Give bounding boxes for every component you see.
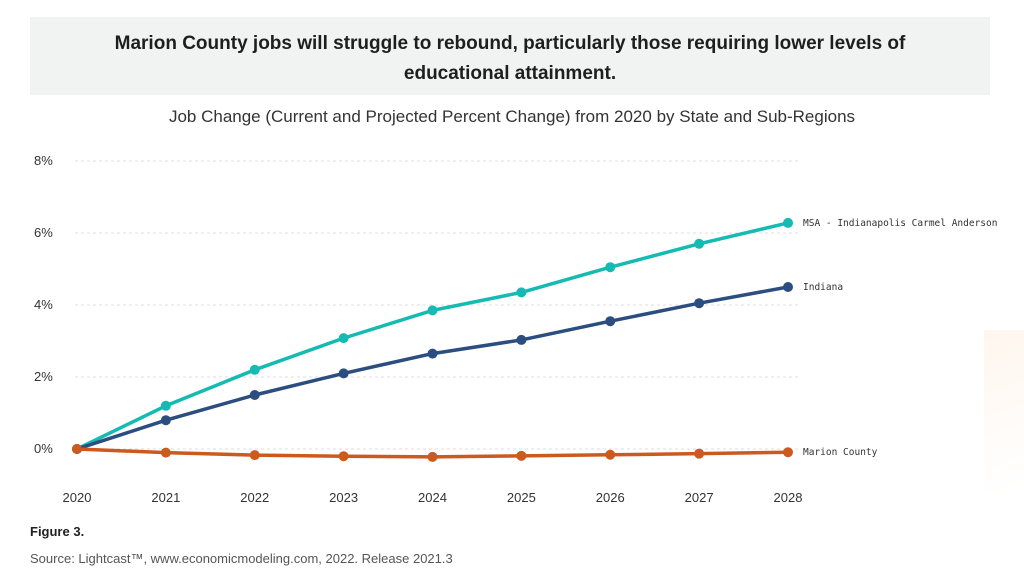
data-point <box>338 333 349 344</box>
y-tick-label: 8% <box>34 153 53 168</box>
headline-banner: Marion County jobs will struggle to rebo… <box>30 17 990 95</box>
x-tick-label: 2020 <box>63 490 92 505</box>
data-point <box>783 217 793 228</box>
data-point <box>694 238 705 249</box>
data-point <box>516 450 527 461</box>
series-label: MSA - Indianapolis Carmel Anderson <box>803 218 997 229</box>
data-point <box>249 390 260 400</box>
headline: Marion County jobs will struggle to rebo… <box>114 33 906 84</box>
data-point <box>338 368 349 379</box>
x-tick-label: 2028 <box>774 490 803 505</box>
data-point <box>160 400 171 411</box>
data-point <box>783 282 793 292</box>
x-tick-label: 2021 <box>151 490 180 505</box>
x-tick-label: 2022 <box>240 490 269 505</box>
line-chart: 0% 2% 4% 6% 8% 2020 2021 2022 2023 2024 2025 2026 20… <box>34 153 997 505</box>
y-tick-label: 6% <box>34 225 53 240</box>
x-tick-label: 2026 <box>596 490 625 505</box>
data-point <box>160 415 171 426</box>
data-point <box>605 449 616 460</box>
background-decoration <box>984 330 1024 530</box>
y-tick-label: 4% <box>34 297 53 312</box>
data-point <box>783 447 793 458</box>
data-point <box>249 364 260 375</box>
data-point <box>427 451 438 462</box>
data-point <box>427 348 438 359</box>
data-point <box>160 447 171 458</box>
data-point <box>427 305 438 316</box>
figure-label: Figure 3. <box>30 524 85 539</box>
data-point <box>605 262 616 273</box>
y-tick-label: 0% <box>34 441 53 456</box>
series-label: Marion County <box>803 447 878 458</box>
y-tick-label: 2% <box>34 369 53 384</box>
data-point <box>694 298 705 309</box>
series-label: Indiana <box>803 282 843 293</box>
x-tick-label: 2027 <box>685 490 714 505</box>
data-point <box>72 444 82 454</box>
source-note: Source: Lightcast™, www.economicmodeling… <box>30 551 453 566</box>
data-point <box>516 334 527 345</box>
data-point <box>605 316 616 327</box>
chart-title: Job Change (Current and Projected Percen… <box>168 107 856 126</box>
data-point <box>694 448 705 459</box>
x-tick-label: 2023 <box>329 490 358 505</box>
x-tick-label: 2024 <box>418 490 447 505</box>
data-point <box>338 451 349 462</box>
data-point <box>249 450 260 461</box>
x-tick-label: 2025 <box>507 490 536 505</box>
data-point <box>516 287 527 298</box>
